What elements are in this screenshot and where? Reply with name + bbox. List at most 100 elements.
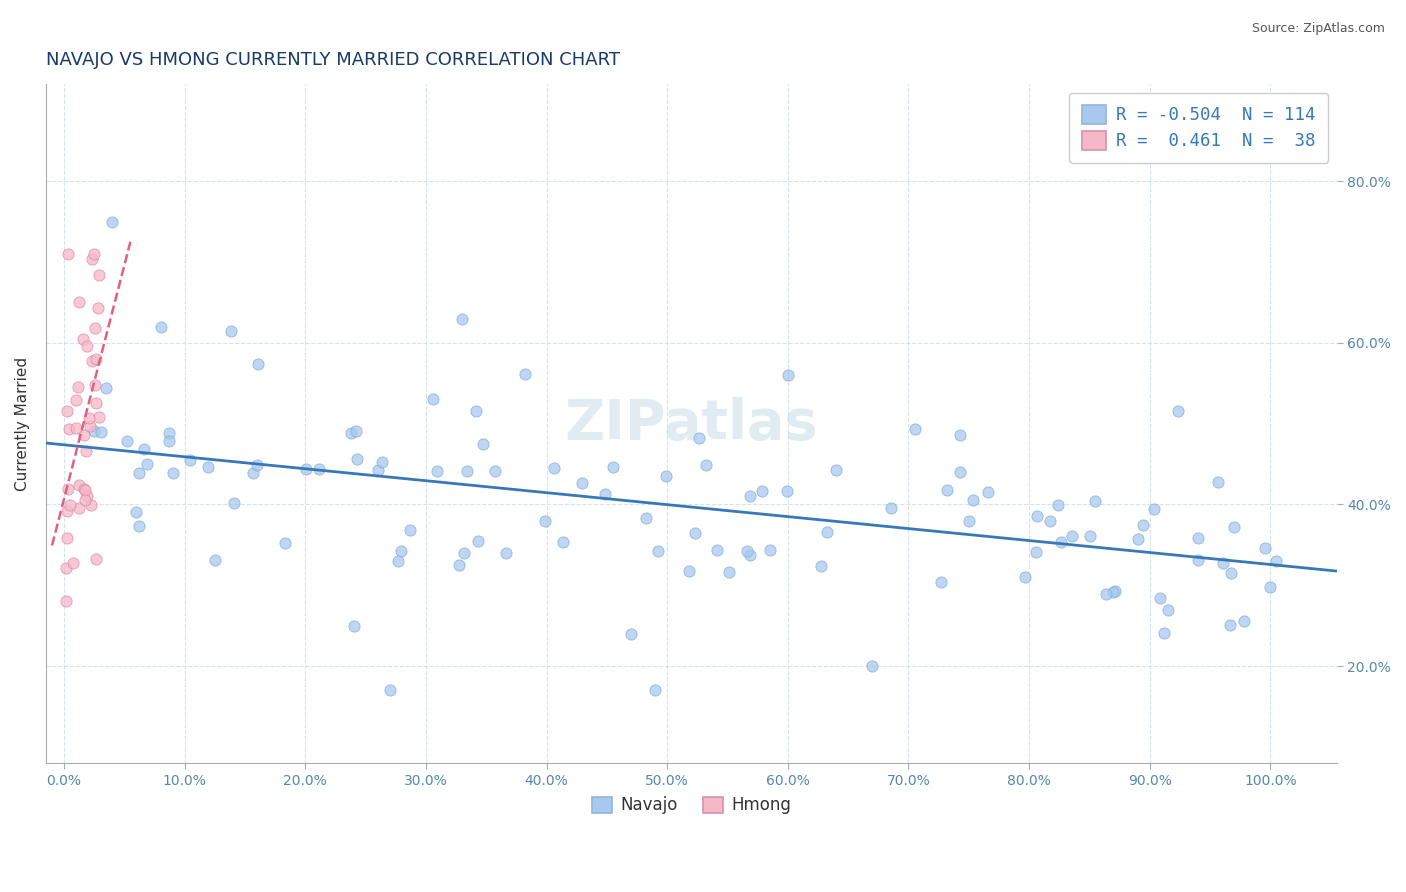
Point — [751, 484, 773, 499]
Point — [451, 311, 474, 326]
Point — [204, 552, 226, 566]
Point — [815, 525, 838, 540]
Point — [1104, 584, 1126, 599]
Point — [58, 482, 80, 496]
Point — [59, 498, 82, 512]
Point — [75, 493, 97, 508]
Point — [83, 247, 105, 261]
Point — [620, 627, 643, 641]
Point — [84, 552, 107, 566]
Point — [860, 659, 883, 673]
Point — [73, 483, 96, 497]
Point — [222, 496, 245, 510]
Point — [678, 564, 700, 578]
Point — [1014, 570, 1036, 584]
Point — [636, 511, 658, 525]
Point — [1126, 532, 1149, 546]
Point — [1153, 625, 1175, 640]
Point — [683, 525, 706, 540]
Point — [67, 294, 90, 309]
Point — [1187, 553, 1209, 567]
Point — [219, 324, 242, 338]
Point — [398, 523, 420, 537]
Point — [695, 458, 717, 472]
Point — [654, 469, 676, 483]
Point — [880, 500, 903, 515]
Point — [1220, 566, 1243, 581]
Point — [472, 437, 495, 451]
Point — [824, 463, 846, 477]
Point — [157, 425, 180, 440]
Point — [84, 377, 107, 392]
Point — [571, 476, 593, 491]
Point — [718, 566, 741, 580]
Point — [1253, 541, 1275, 556]
Point — [387, 554, 409, 568]
Point — [132, 442, 155, 456]
Point — [495, 546, 517, 560]
Point — [76, 338, 98, 352]
Point — [149, 319, 172, 334]
Point — [1060, 529, 1083, 543]
Point — [1078, 529, 1101, 543]
Point — [87, 410, 110, 425]
Point — [962, 492, 984, 507]
Point — [1050, 535, 1073, 549]
Point — [273, 535, 295, 549]
Point — [65, 421, 87, 435]
Point — [1132, 518, 1154, 533]
Point — [128, 518, 150, 533]
Point — [738, 490, 761, 504]
Point — [367, 463, 389, 477]
Point — [1026, 508, 1049, 523]
Point — [56, 403, 79, 417]
Point — [55, 531, 77, 545]
Point — [1025, 545, 1047, 559]
Y-axis label: Currently Married: Currently Married — [15, 357, 30, 491]
Point — [246, 357, 269, 371]
Point — [67, 501, 90, 516]
Point — [67, 478, 90, 492]
Point — [738, 548, 761, 562]
Point — [1222, 520, 1244, 534]
Point — [595, 487, 617, 501]
Point — [464, 404, 486, 418]
Point — [449, 558, 471, 572]
Point — [66, 380, 89, 394]
Point — [371, 455, 394, 469]
Point — [453, 546, 475, 560]
Point — [929, 574, 952, 589]
Point — [340, 425, 363, 440]
Point — [422, 392, 444, 406]
Point — [1143, 501, 1166, 516]
Point — [242, 466, 264, 480]
Point — [136, 458, 159, 472]
Point — [949, 427, 972, 442]
Point — [124, 505, 146, 519]
Point — [1208, 475, 1230, 489]
Point — [936, 483, 959, 497]
Point — [1232, 614, 1254, 628]
Point — [1046, 498, 1069, 512]
Point — [89, 268, 111, 282]
Point — [96, 381, 118, 395]
Point — [342, 618, 364, 632]
Point — [55, 503, 77, 517]
Point — [308, 462, 330, 476]
Point — [90, 425, 112, 439]
Point — [977, 485, 1000, 500]
Point — [72, 332, 94, 346]
Point — [543, 460, 565, 475]
Point — [1258, 580, 1281, 594]
Point — [776, 483, 799, 498]
Point — [904, 422, 927, 436]
Point — [534, 514, 557, 528]
Point — [688, 431, 710, 445]
Point — [776, 368, 799, 383]
Point — [62, 557, 84, 571]
Point — [810, 558, 832, 573]
Point — [56, 247, 79, 261]
Point — [162, 466, 184, 480]
Point — [1095, 586, 1118, 600]
Point — [76, 490, 98, 504]
